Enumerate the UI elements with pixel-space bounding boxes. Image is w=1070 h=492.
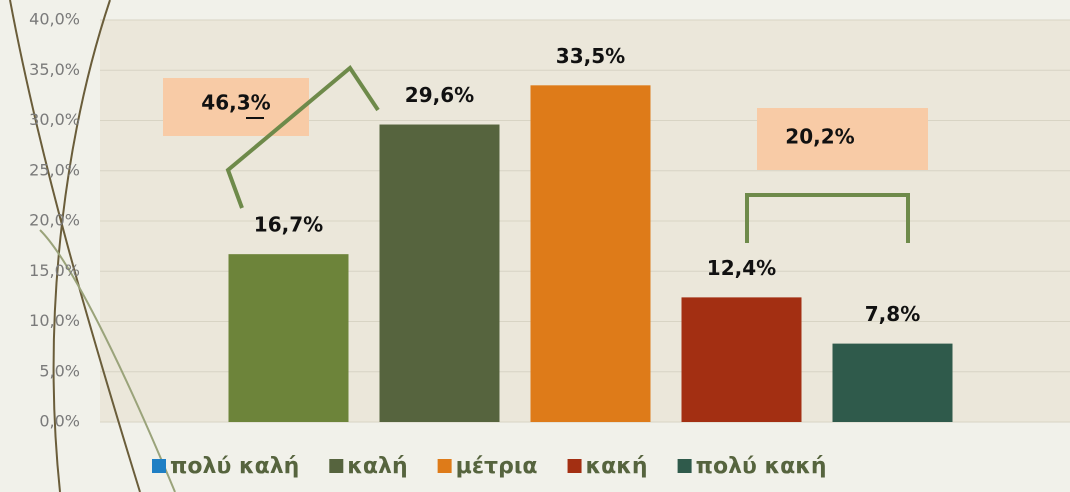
legend-swatch	[152, 459, 166, 473]
y-tick-label: 25,0%	[29, 160, 80, 179]
bar	[682, 297, 802, 422]
y-tick-label: 20,0%	[29, 211, 80, 230]
legend-swatch	[329, 459, 343, 473]
value-label: 29,6%	[405, 83, 474, 107]
annotation: 46,3%	[201, 91, 270, 115]
legend: πολύ καλή καλή μέτρια κακή πολύ κακή	[152, 454, 827, 479]
value-label: 12,4%	[707, 256, 776, 280]
y-tick-label: 30,0%	[29, 110, 80, 129]
legend-label: πολύ καλή	[170, 454, 299, 479]
legend-label: καλή	[347, 454, 407, 479]
legend-label: πολύ κακή	[696, 454, 827, 479]
y-tick-label: 10,0%	[29, 311, 80, 330]
annotation: 20,2%	[785, 125, 854, 149]
value-label: 33,5%	[556, 44, 625, 68]
y-tick-label: 40,0%	[29, 10, 80, 29]
y-tick-label: 15,0%	[29, 261, 80, 280]
bar	[380, 125, 500, 422]
bar	[833, 344, 953, 422]
legend-label: κακή	[586, 454, 648, 479]
y-tick-label: 5,0%	[39, 361, 80, 380]
legend-swatch	[678, 459, 692, 473]
legend-label: μέτρια	[456, 454, 538, 479]
chart: 46,3% 20,2% 16,7% 29,6% 33,5% 12,4% 7,8% πολ…	[0, 0, 1070, 492]
value-label: 7,8%	[865, 302, 920, 326]
page: 46,3% 20,2% 16,7% 29,6% 33,5% 12,4% 7,8% πολ…	[0, 0, 1070, 492]
legend-swatch	[438, 459, 452, 473]
y-tick-label: 0,0%	[39, 412, 80, 431]
bar	[229, 254, 349, 422]
value-label: 16,7%	[254, 213, 323, 237]
legend-swatch	[568, 459, 582, 473]
bar	[531, 85, 651, 422]
y-tick-label: 35,0%	[29, 60, 80, 79]
